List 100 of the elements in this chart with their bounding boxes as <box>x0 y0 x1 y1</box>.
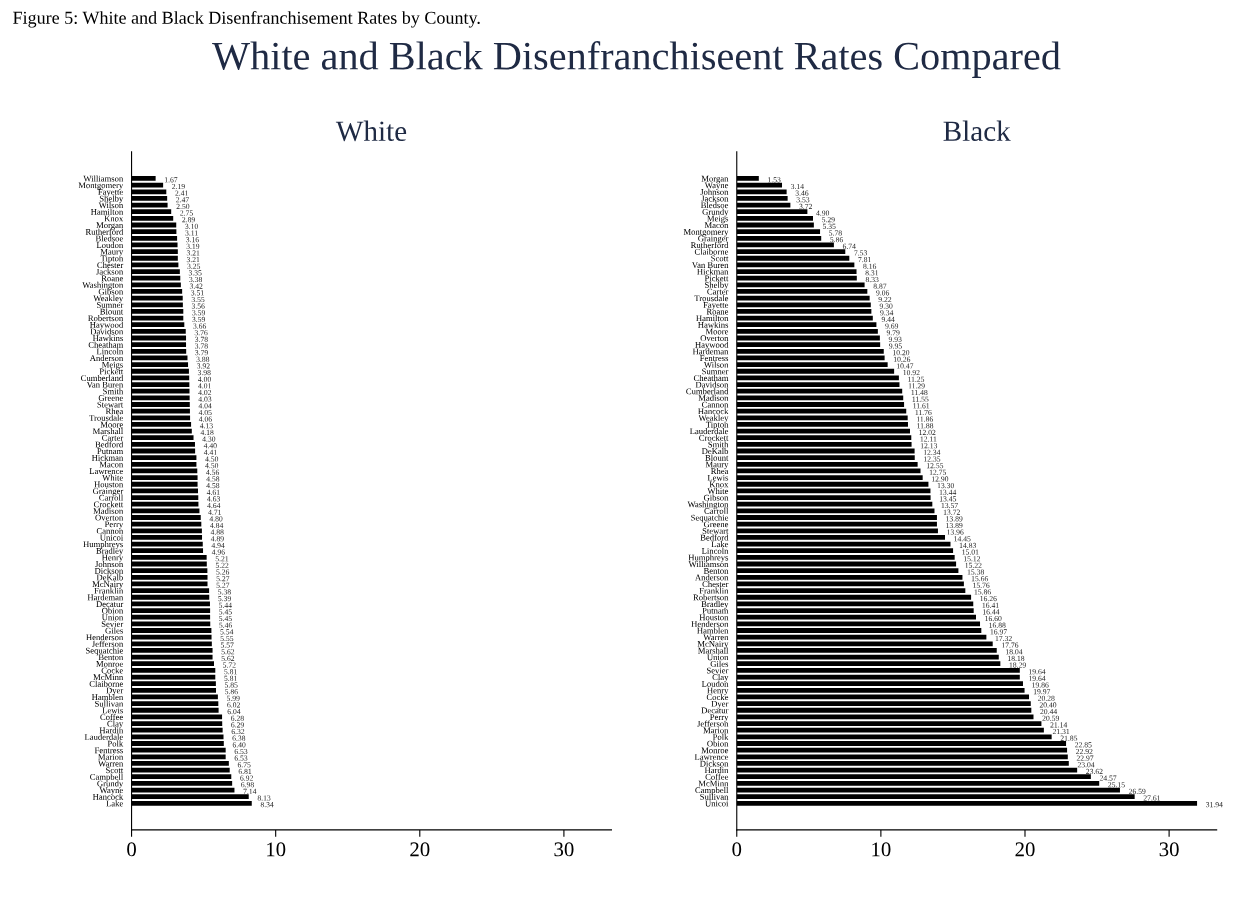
y-tick-label: Henry <box>101 554 124 563</box>
y-tick-label: Lauderdale <box>689 428 729 435</box>
y-tick-label: Dyer <box>711 700 729 709</box>
y-tick-label: Hardin <box>99 727 124 734</box>
y-tick-label: Hardin <box>704 767 729 774</box>
y-tick-label: Decatur <box>96 601 124 607</box>
y-tick-label: White <box>707 487 729 495</box>
y-tick-label: Shelby <box>99 195 124 204</box>
y-tick-label: Sequatchie <box>691 514 729 523</box>
y-tick-label: Cannon <box>702 401 729 408</box>
y-tick-label: Sumner <box>97 302 124 308</box>
y-tick-label: Moore <box>100 421 123 428</box>
y-tick-label: McMinn <box>93 674 124 681</box>
y-tick-label: Pickett <box>99 368 124 375</box>
y-tick-label: Bledsoe <box>700 202 729 209</box>
y-tick-label: Davidson <box>695 381 729 388</box>
y-tick-label: Sevier <box>707 667 729 674</box>
y-tick-label: Anderson <box>695 574 729 581</box>
y-tick-label: Wayne <box>704 182 729 190</box>
y-tick-label: Clay <box>712 674 729 682</box>
y-tick-label: Hamblen <box>697 627 729 634</box>
y-tick-label: Smith <box>708 441 729 448</box>
y-tick-label: Sumner <box>702 368 729 375</box>
y-tick-label: Shelby <box>705 281 729 290</box>
y-tick-label: Obion <box>707 740 729 747</box>
y-tick-label: Grundy <box>97 780 124 789</box>
y-tick-label: Van Buren <box>86 381 124 388</box>
y-tick-label: Jefferson <box>697 720 729 727</box>
y-tick-label: Benton <box>703 568 729 574</box>
y-tick-label: Lake <box>711 541 729 548</box>
y-tick-label: Blount <box>705 454 729 461</box>
y-tick-label: Scott <box>711 255 729 262</box>
y-tick-label: Unicoi <box>705 800 729 807</box>
y-tick-label: Tipton <box>705 421 729 430</box>
y-tick-label: Fentress <box>94 747 123 754</box>
y-tick-label: Lawrence <box>694 754 729 760</box>
y-tick-label: Hickman <box>697 268 729 275</box>
y-tick-label: Dickson <box>94 567 124 574</box>
y-tick-label: Maury <box>705 461 729 470</box>
y-tick-label: Sullivan <box>95 700 124 707</box>
y-tick-label: Chester <box>97 261 124 268</box>
y-tick-label: White <box>102 474 123 481</box>
x-tick-label: 0 <box>127 842 136 857</box>
y-tick-label: Blount <box>100 308 124 315</box>
y-tick-label: Campbell <box>90 773 124 782</box>
y-tick-label: Hardeman <box>692 348 729 355</box>
y-tick-label: Washington <box>687 501 729 510</box>
y-tick-label: McNairy <box>92 581 124 589</box>
y-tick-label: Carroll <box>704 507 729 514</box>
y-tick-label: Carroll <box>99 494 124 501</box>
x-tick-label: 0 <box>732 842 742 857</box>
chart-title: White <box>335 120 407 142</box>
y-tick-label: Chester <box>702 580 729 588</box>
y-tick-label: Hamblen <box>91 693 124 701</box>
y-tick-label: Washington <box>82 281 124 290</box>
y-tick-label: Warren <box>98 760 124 767</box>
y-tick-label: Union <box>707 654 729 661</box>
y-tick-label: Scott <box>106 767 124 774</box>
y-tick-label: Loudon <box>701 680 729 687</box>
y-tick-label: Putnam <box>97 448 124 455</box>
y-tick-label: Robertson <box>88 315 124 322</box>
y-tick-label: Benton <box>98 654 124 661</box>
y-tick-label: Maury <box>100 248 124 257</box>
y-tick-label: Putnam <box>702 607 729 614</box>
y-tick-label: Sequatchie <box>86 647 123 656</box>
y-tick-label: Greene <box>98 395 123 401</box>
y-tick-label: Rutherford <box>690 241 729 249</box>
y-tick-label: Grundy <box>702 208 729 217</box>
y-tick-label: Coffee <box>705 773 729 780</box>
y-tick-label: Roane <box>101 275 123 282</box>
y-tick-label: Meigs <box>101 361 123 370</box>
y-tick-label: Gibson <box>703 494 729 501</box>
y-tick-label: Monroe <box>701 747 729 754</box>
y-tick-label: Lewis <box>102 707 123 714</box>
y-tick-label: Houston <box>94 481 124 488</box>
y-tick-label: Cannon <box>96 528 124 534</box>
y-tick-label: Bledsoe <box>95 235 123 242</box>
y-tick-label: Greene <box>703 521 729 528</box>
y-tick-label: Overton <box>700 335 729 342</box>
y-tick-label: Hardeman <box>87 594 124 601</box>
y-tick-label: Rutherford <box>85 228 124 235</box>
y-tick-label: Hancock <box>92 793 124 800</box>
y-tick-label: Polk <box>107 740 124 747</box>
y-tick-label: Grainger <box>698 235 729 244</box>
y-tick-label: Tipton <box>100 255 124 264</box>
y-tick-label: DeKalb <box>701 448 729 455</box>
y-tick-label: Macon <box>704 222 729 229</box>
y-tick-label: Coffee <box>100 713 123 720</box>
y-tick-label: Henderson <box>86 634 124 641</box>
y-tick-label: Fentress <box>699 355 729 362</box>
y-tick-label: Morgan <box>701 175 729 184</box>
y-tick-label: Claiborne <box>694 248 729 255</box>
y-tick-label: Henry <box>707 687 729 696</box>
x-tick-label: 20 <box>1015 842 1035 857</box>
text: White and Black Disenfranchiseent Rates Compared <box>212 41 1061 78</box>
y-tick-label: Morgan <box>96 222 124 230</box>
y-tick-label: Gibson <box>98 288 124 295</box>
y-tick-label: Carter <box>707 288 729 295</box>
y-tick-label: Humphreys <box>83 541 123 549</box>
y-tick-label: Williamson <box>83 175 124 182</box>
